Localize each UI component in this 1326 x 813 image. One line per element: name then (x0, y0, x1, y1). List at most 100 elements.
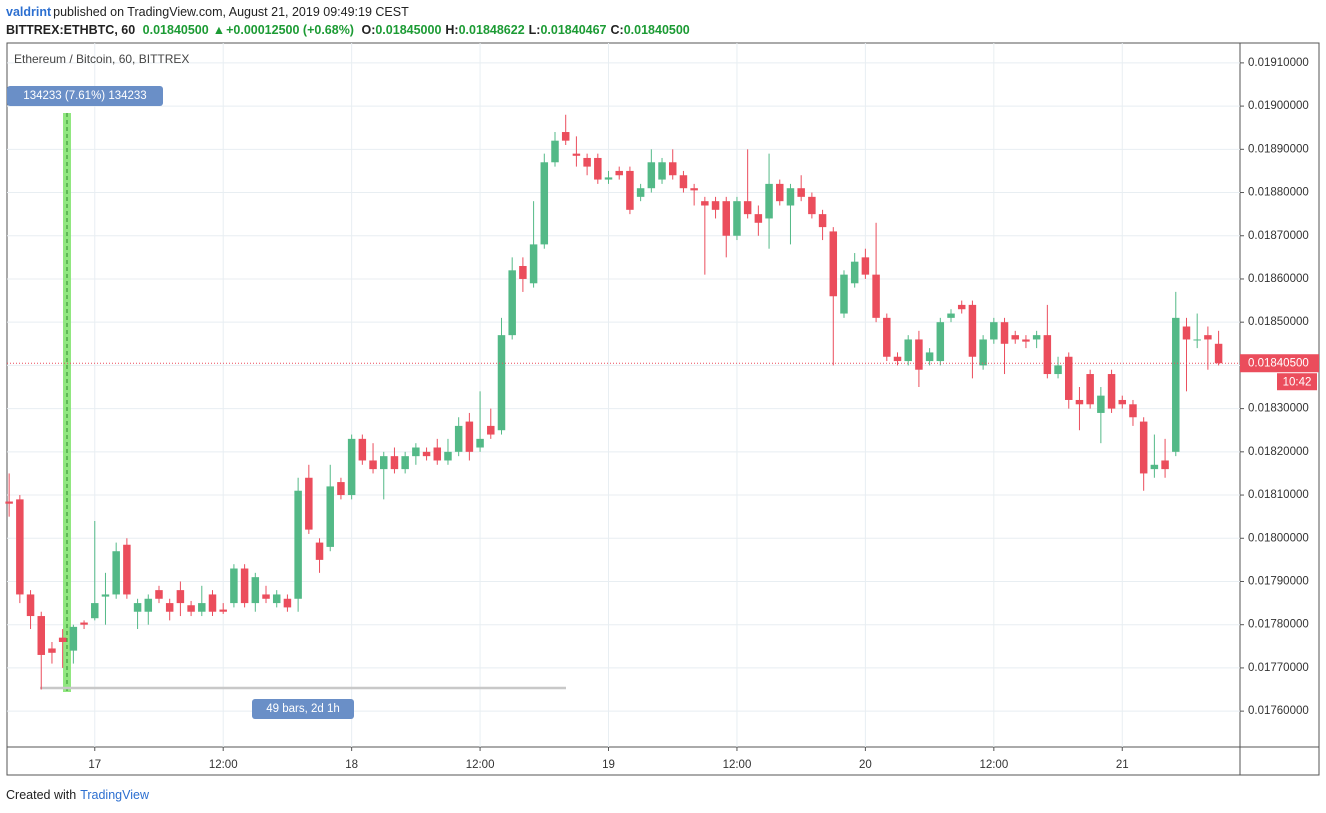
candle-body (5, 501, 13, 504)
publisher[interactable]: valdrint (6, 5, 52, 19)
x-tick-label: 12:00 (209, 759, 238, 771)
x-tick-label: 12:00 (723, 759, 752, 771)
candle-body (818, 214, 827, 228)
candle-body (380, 456, 388, 470)
brand[interactable]: TradingView (80, 788, 149, 802)
candle-body (487, 425, 495, 435)
ohlc-value: 0.01845000 (375, 23, 442, 37)
x-tick-label: 18 (345, 759, 358, 771)
candle-body (754, 214, 763, 223)
candle-body (808, 196, 816, 215)
candle-body (1172, 317, 1180, 452)
candle-body (915, 339, 923, 370)
candle-body (519, 265, 527, 279)
x-tick-label: 21 (1116, 759, 1129, 771)
candle-body (776, 183, 784, 202)
candle-body (1214, 343, 1223, 364)
candle-body (315, 542, 324, 560)
candle-body (1011, 335, 1019, 340)
candle-body (240, 568, 249, 604)
y-tick-label: 0.01800000 (1248, 532, 1309, 544)
candle-body (850, 261, 859, 284)
candle-body (347, 438, 356, 496)
candle-body (230, 568, 238, 604)
candle-body (1022, 339, 1030, 342)
candle-body (165, 603, 174, 612)
candle-body (144, 598, 153, 612)
candle-body (155, 590, 163, 599)
candle-body (979, 339, 987, 366)
x-tick-label: 12:00 (466, 759, 495, 771)
y-tick-label: 0.01770000 (1248, 662, 1309, 674)
candle-body (26, 594, 35, 617)
candle-body (1097, 395, 1105, 413)
candle-body (390, 456, 399, 470)
candle-body (1129, 404, 1137, 418)
candle-body (123, 544, 131, 595)
candle-body (636, 188, 645, 197)
last-price-box (1240, 354, 1319, 373)
ohlc-label: O: (361, 23, 376, 37)
candle-body (465, 421, 474, 452)
last-price-label: 0.01840500 (1248, 357, 1309, 369)
candle-body (626, 170, 634, 210)
candle-body (1193, 339, 1201, 341)
candle-body (925, 352, 934, 362)
candle-body (690, 188, 698, 191)
range-label-box (7, 86, 163, 106)
y-tick-label: 0.01870000 (1248, 230, 1309, 242)
candle-body (272, 594, 281, 604)
created: Created with (6, 788, 77, 802)
candle-body (583, 157, 591, 167)
header-line-2: BITTREX:ETHBTC, 60 0.01840500 ▲+0.0001250… (6, 23, 698, 37)
symbol: BITTREX:ETHBTC, 60 (6, 23, 136, 37)
candle-body (829, 231, 838, 297)
ohlc-label: H: (445, 23, 459, 37)
ohlc-value: 0.01840467 (540, 23, 607, 37)
candle-body (444, 451, 452, 461)
header-line-1: valdrint published on TradingView.com, Au… (6, 5, 413, 19)
chart: 134233 (7.61%) 134233 49 bars, 2d 1h 0.017… (5, 42, 1320, 776)
candle-body (572, 153, 581, 156)
x-tick-label: 17 (88, 759, 101, 771)
candle-body (454, 425, 463, 452)
candle-body (968, 304, 977, 357)
candle-body (433, 447, 442, 461)
candle-body (840, 274, 848, 314)
y-tick-label: 0.01910000 (1248, 57, 1309, 69)
candle-body (251, 577, 260, 604)
candle-body (647, 162, 656, 189)
ohlc-label: L: (528, 23, 541, 37)
ohlc-value: 0.01848622 (458, 23, 525, 37)
ohlc-value: 0.01840500 (623, 23, 690, 37)
candle-body (797, 188, 805, 197)
candle-body (658, 162, 666, 180)
candle-body (936, 322, 945, 362)
candle-body (1204, 335, 1212, 340)
candle-body (668, 162, 677, 176)
y-tick-label: 0.01820000 (1248, 446, 1309, 458)
countdown-box (1277, 373, 1317, 391)
candle-body (412, 447, 420, 457)
candle-body (1000, 322, 1009, 344)
candle-body (711, 201, 720, 210)
candle-body (58, 637, 67, 642)
candle-body (91, 603, 99, 619)
candle-body (112, 551, 120, 595)
candle-body (1150, 464, 1159, 470)
candle-body (743, 201, 752, 215)
candle-body (904, 339, 912, 362)
candle-body (48, 648, 56, 653)
y-tick-label: 0.01810000 (1248, 489, 1309, 501)
candle-body (765, 183, 773, 219)
y-tick-label: 0.01860000 (1248, 273, 1309, 285)
candle-body (101, 594, 110, 597)
candle-body (198, 603, 206, 612)
candle-body (422, 451, 431, 457)
candle-body (1161, 460, 1169, 470)
last: 0.01840500 (142, 23, 209, 37)
candle-body (337, 482, 345, 496)
candle-body (262, 594, 270, 599)
candle-body (37, 616, 45, 655)
